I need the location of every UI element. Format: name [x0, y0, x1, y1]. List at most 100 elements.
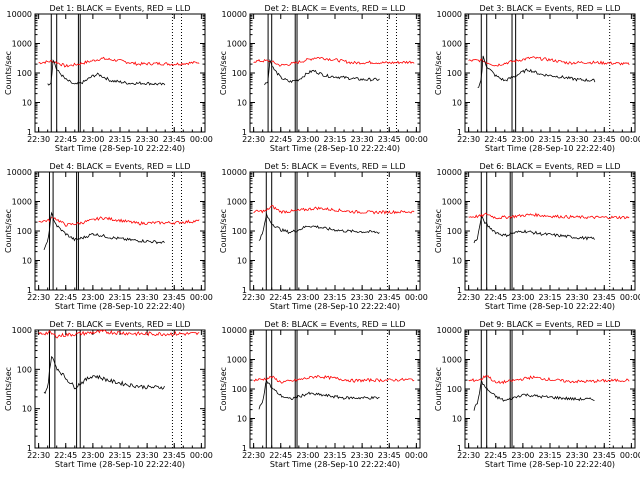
y-tick-label: 10000: [222, 168, 247, 177]
y-tick-label: 1: [27, 444, 32, 453]
panel-det-4: Det 4: BLACK = Events, RED = LLD 1 10 100 10…: [4, 162, 213, 311]
x-tick-label: 23:00: [296, 293, 319, 302]
y-tick-label: 1000: [442, 356, 462, 365]
x-tick-label: 23:30: [566, 135, 589, 144]
x-tick-label: 22:45: [269, 135, 292, 144]
plot-frame: [464, 13, 636, 133]
x-tick-label: 23:45: [593, 293, 616, 302]
events-series-line: [43, 211, 165, 251]
x-axis-label: Start Time (28-Sep-10 22:22:40): [270, 460, 400, 469]
events-series-line: [258, 212, 380, 241]
x-tick-label: 00:00: [190, 135, 213, 144]
panel-det-9: Det 9: BLACK = Events, RED = LLD 1 10 100 10…: [434, 320, 640, 469]
y-axis-label: Counts/sec: [4, 51, 13, 95]
y-tick-label: 1000: [442, 198, 462, 207]
x-tick-label: 22:45: [484, 293, 507, 302]
panel-det-1: Det 1: BLACK = Events, RED = LLD 1 10 100 10…: [4, 4, 213, 153]
x-tick-label: 23:30: [566, 293, 589, 302]
x-axis-label: Start Time (28-Sep-10 22:22:40): [55, 460, 185, 469]
y-axis-label: Counts/sec: [219, 51, 228, 95]
y-axis-label: Counts/sec: [434, 51, 443, 95]
y-tick-label: 1000: [12, 40, 32, 49]
x-tick-label: 22:30: [27, 293, 50, 302]
y-axis-label: Counts/sec: [434, 209, 443, 253]
lld-series-line: [468, 56, 630, 67]
y-tick-label: 100: [447, 227, 462, 236]
lld-series-line: [253, 57, 415, 67]
x-tick-label: 22:45: [54, 451, 77, 460]
lld-series-line: [253, 205, 415, 215]
x-tick-label: 00:00: [405, 293, 428, 302]
events-series-line: [43, 355, 165, 394]
y-tick-label: 100: [232, 385, 247, 394]
y-tick-label: 1000: [12, 198, 32, 207]
x-tick-label: 23:15: [323, 135, 346, 144]
panel-title: Det 4: BLACK = Events, RED = LLD: [50, 162, 191, 171]
x-tick-label: 23:45: [163, 135, 186, 144]
panel-title: Det 9: BLACK = Events, RED = LLD: [480, 320, 621, 329]
panel-title: Det 3: BLACK = Events, RED = LLD: [480, 4, 621, 13]
x-tick-label: 23:15: [538, 135, 561, 144]
x-tick-label: 23:30: [351, 451, 374, 460]
events-series-line: [473, 216, 595, 244]
plot-frame: [34, 329, 206, 449]
y-tick-label: 10000: [222, 10, 247, 19]
panel-title: Det 5: BLACK = Events, RED = LLD: [265, 162, 406, 171]
plot-frame: [34, 13, 206, 133]
y-tick-label: 1: [27, 286, 32, 295]
x-tick-label: 23:45: [163, 451, 186, 460]
y-tick-label: 10: [237, 415, 247, 424]
x-tick-label: 22:45: [269, 451, 292, 460]
x-tick-label: 22:30: [457, 135, 480, 144]
x-tick-label: 22:30: [457, 293, 480, 302]
x-tick-label: 23:00: [511, 135, 534, 144]
x-tick-label: 23:15: [538, 293, 561, 302]
y-axis-label: Counts/sec: [219, 367, 228, 411]
panel-det-5: Det 5: BLACK = Events, RED = LLD 1 10 100 10…: [219, 162, 428, 311]
x-tick-label: 22:30: [27, 135, 50, 144]
x-tick-label: 22:30: [242, 135, 265, 144]
y-axis-label: Counts/sec: [4, 209, 13, 253]
y-tick-label: 1000: [227, 356, 247, 365]
x-tick-label: 00:00: [405, 451, 428, 460]
x-tick-label: 23:45: [593, 135, 616, 144]
lld-series-line: [38, 329, 200, 339]
y-tick-label: 100: [232, 69, 247, 78]
x-axis-label: Start Time (28-Sep-10 22:22:40): [55, 302, 185, 311]
x-tick-label: 23:30: [351, 135, 374, 144]
y-tick-label: 1: [457, 444, 462, 453]
events-series-line: [477, 55, 596, 89]
y-tick-label: 10: [22, 99, 32, 108]
x-tick-label: 23:15: [323, 451, 346, 460]
x-tick-label: 23:00: [81, 451, 104, 460]
y-axis-label: Counts/sec: [219, 209, 228, 253]
y-tick-label: 10000: [437, 326, 462, 335]
x-axis-label: Start Time (28-Sep-10 22:22:40): [270, 144, 400, 153]
x-tick-label: 00:00: [405, 135, 428, 144]
y-tick-label: 1000: [442, 40, 462, 49]
y-tick-label: 10000: [437, 168, 462, 177]
x-tick-label: 00:00: [620, 451, 640, 460]
x-tick-label: 00:00: [190, 451, 213, 460]
panel-det-7: Det 7: BLACK = Events, RED = LLD 1 10 100 10…: [4, 320, 213, 469]
y-tick-label: 1: [457, 128, 462, 137]
y-tick-label: 10: [237, 99, 247, 108]
x-tick-label: 23:30: [136, 451, 159, 460]
y-tick-label: 1: [242, 444, 247, 453]
y-tick-label: 100: [17, 69, 32, 78]
x-tick-label: 23:00: [81, 135, 104, 144]
plot-frame: [34, 171, 206, 291]
x-tick-label: 23:00: [81, 293, 104, 302]
y-axis-label: Counts/sec: [4, 367, 13, 411]
lld-series-line: [468, 212, 630, 220]
x-tick-label: 22:45: [484, 135, 507, 144]
events-series-line: [258, 379, 380, 410]
x-tick-label: 22:45: [54, 135, 77, 144]
x-tick-label: 23:00: [511, 451, 534, 460]
y-axis-label: Counts/sec: [434, 367, 443, 411]
y-tick-label: 1000: [227, 40, 247, 49]
y-tick-label: 10000: [7, 10, 32, 19]
x-tick-label: 22:30: [242, 293, 265, 302]
y-tick-label: 100: [17, 227, 32, 236]
